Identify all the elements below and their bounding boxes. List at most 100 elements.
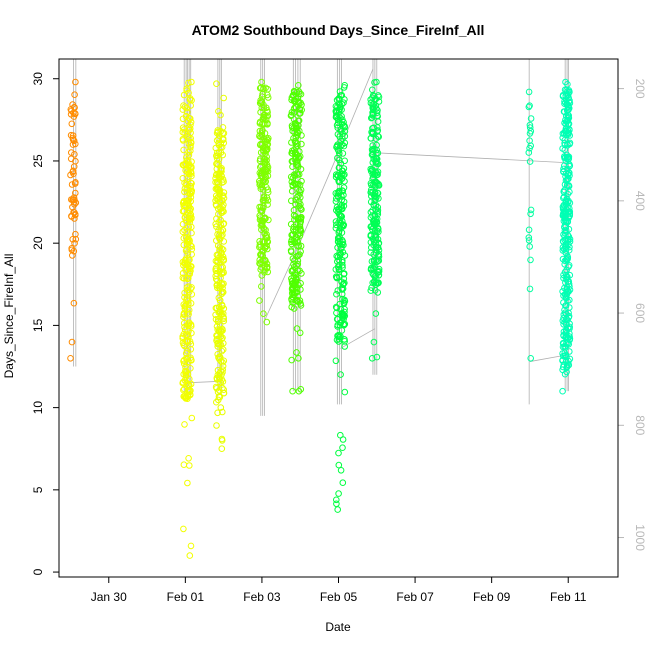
data-point (563, 91, 571, 98)
data-point (295, 298, 302, 306)
data-point (261, 178, 268, 186)
data-point (369, 148, 376, 155)
data-point (180, 525, 187, 533)
data-point (373, 146, 381, 154)
data-point (293, 325, 301, 332)
data-point (564, 190, 572, 198)
data-point (292, 144, 300, 151)
data-point (184, 386, 192, 394)
data-point (371, 178, 378, 186)
data-point (372, 168, 379, 175)
data-point (187, 198, 194, 205)
data-point (297, 386, 305, 393)
data-point (260, 186, 267, 193)
data-point (213, 422, 220, 429)
data-point (259, 257, 267, 265)
data-point (562, 120, 570, 128)
chart-title: ATOM2 Southbound Days_Since_FireInf_All (192, 22, 485, 38)
data-point (188, 189, 195, 196)
data-point (218, 197, 226, 204)
data-point (213, 398, 220, 406)
data-point (339, 285, 347, 292)
data-point (372, 237, 380, 244)
data-point (335, 266, 343, 274)
data-point (69, 132, 77, 139)
data-point (187, 542, 195, 550)
data-point (336, 114, 344, 122)
data-point (68, 181, 76, 188)
series-feb-01 (179, 78, 196, 559)
data-point (367, 232, 375, 239)
data-point (71, 91, 78, 98)
data-point (295, 82, 302, 89)
data-point (263, 234, 271, 242)
data-point (525, 149, 533, 156)
data-point (264, 186, 272, 193)
data-point (260, 135, 268, 143)
data-point (217, 111, 224, 119)
data-point (374, 118, 382, 125)
data-point (525, 103, 533, 111)
data-point (184, 370, 192, 378)
data-point (341, 296, 348, 304)
data-point (337, 245, 345, 252)
y-axis: 0 5 10 15 20 25 30 (31, 72, 60, 575)
data-point (334, 103, 341, 111)
data-point (220, 269, 227, 277)
data-point (182, 112, 190, 120)
data-point (340, 299, 348, 307)
data-point (372, 158, 380, 166)
data-point (181, 342, 188, 350)
data-point (564, 361, 571, 368)
data-point (334, 263, 342, 271)
data-point (218, 290, 226, 298)
data-point (566, 162, 574, 169)
data-point (289, 255, 297, 262)
data-point (334, 154, 341, 162)
data-point (526, 243, 534, 250)
data-point (338, 170, 346, 178)
data-point (368, 355, 376, 362)
data-point (294, 163, 302, 171)
data-point (183, 284, 191, 291)
data-point (182, 255, 190, 263)
data-point (71, 239, 78, 247)
track-lines (73, 59, 570, 416)
data-point (69, 134, 77, 142)
data-point (564, 316, 571, 324)
data-point (186, 161, 193, 168)
data-point (220, 220, 228, 227)
data-point (72, 140, 79, 148)
data-point (288, 356, 296, 364)
data-point (370, 201, 378, 209)
data-point (180, 234, 188, 242)
data-point (180, 319, 188, 327)
data-point (289, 387, 296, 395)
data-point (288, 268, 296, 275)
data-point (213, 223, 220, 230)
data-point (212, 192, 220, 200)
data-point (367, 287, 375, 294)
data-point (186, 462, 193, 469)
data-point (256, 238, 263, 245)
data-point (373, 105, 380, 112)
data-point (333, 142, 341, 150)
data-point (367, 135, 375, 142)
data-point (564, 170, 572, 178)
data-point (216, 231, 223, 239)
series-feb-02 (212, 80, 228, 453)
data-point (182, 160, 190, 168)
data-point (212, 266, 219, 273)
series-jan-29 (67, 78, 80, 362)
connector-line (340, 328, 376, 349)
data-point (564, 204, 571, 211)
series-feb-11 (559, 78, 574, 395)
data-point (213, 80, 220, 87)
data-point (334, 253, 342, 261)
series-feb-03 (256, 78, 272, 326)
data-point (560, 271, 567, 279)
data-point (185, 455, 192, 462)
data-point (368, 258, 376, 265)
data-point (187, 267, 194, 275)
data-point (333, 290, 340, 298)
